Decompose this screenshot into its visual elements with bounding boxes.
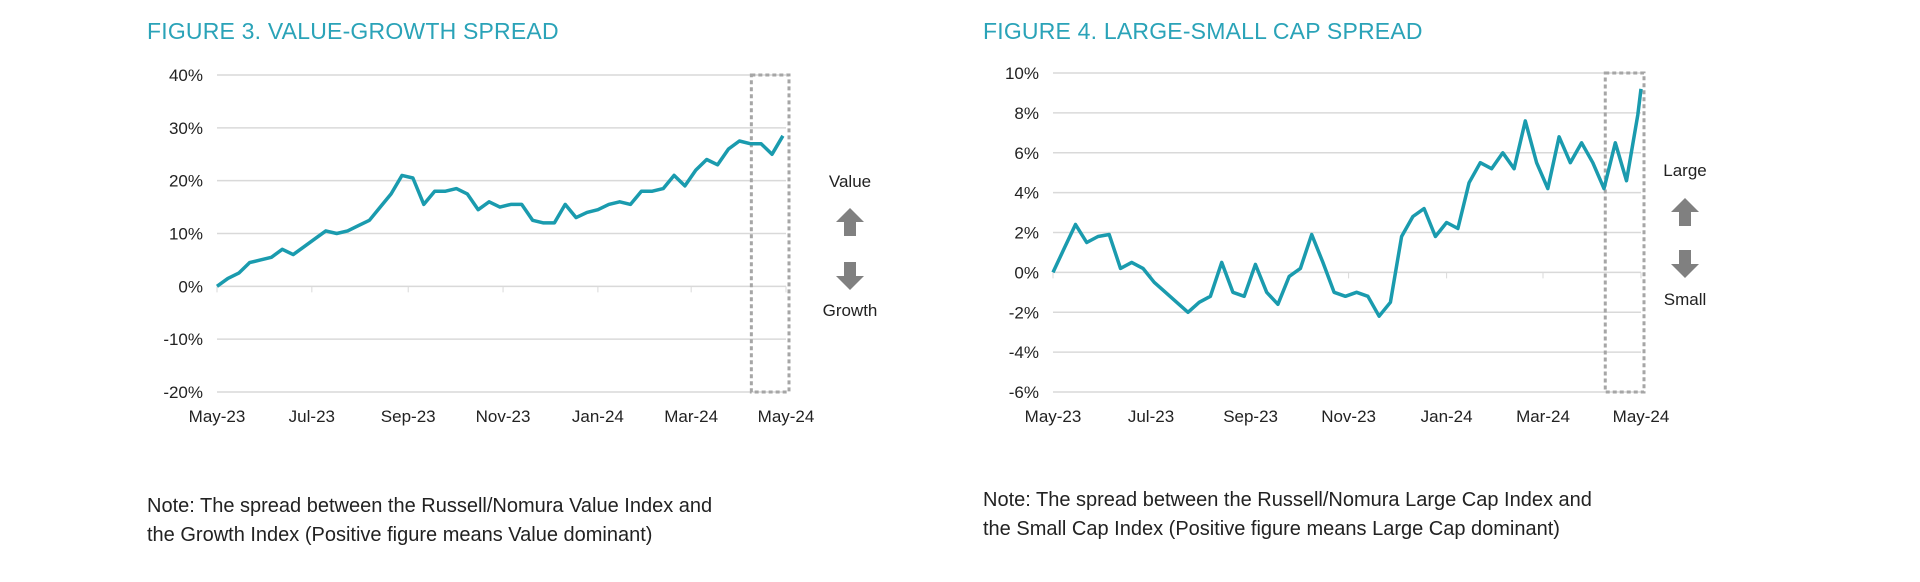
- x-tick-label: Jul-23: [289, 407, 335, 426]
- x-tick-label: Mar-24: [664, 407, 718, 426]
- figure-4-note: Note: The spread between the Russell/Nom…: [983, 486, 1592, 544]
- x-tick-label: May-24: [1613, 407, 1670, 426]
- up-label: Value: [829, 172, 871, 191]
- figure-3-note-line-2: the Growth Index (Positive figure means …: [147, 524, 653, 546]
- figure-4-chart: 10% 8% 6% 4% 2% 0% -2% -4% -6% May-23 Jul-23 Sep-23…: [1005, 64, 1707, 426]
- y-tick-label: 0%: [178, 277, 203, 296]
- highlight-box: [1603, 71, 1646, 394]
- arrow-up-icon: [1671, 198, 1699, 226]
- figure-3-title: FIGURE 3. VALUE-GROWTH SPREAD: [147, 18, 559, 44]
- figure-3-note-line-1: Note: The spread between the Russell/Nom…: [147, 495, 713, 517]
- y-tick-label: -6%: [1009, 383, 1039, 402]
- y-tick-label: 20%: [169, 172, 203, 191]
- x-tick-label: Sep-23: [1223, 407, 1278, 426]
- y-tick-label: 6%: [1014, 144, 1039, 163]
- y-tick-label: -2%: [1009, 303, 1039, 322]
- x-tick-label: Nov-23: [1321, 407, 1376, 426]
- series-line: [1051, 88, 1643, 318]
- x-tick-label: Mar-24: [1516, 407, 1570, 426]
- y-tick-label: -20%: [163, 383, 203, 402]
- figure-4-note-line-2: the Small Cap Index (Positive figure mea…: [983, 518, 1560, 540]
- y-tick-label: 40%: [169, 66, 203, 85]
- highlight-box: [749, 73, 791, 394]
- arrow-up-icon: [836, 208, 864, 236]
- x-tick-label: May-24: [758, 407, 815, 426]
- y-tick-label: 4%: [1014, 184, 1039, 203]
- figure-4-note-line-1: Note: The spread between the Russell/Nom…: [983, 489, 1592, 511]
- y-tick-label: -10%: [163, 330, 203, 349]
- y-tick-label: -4%: [1009, 343, 1039, 362]
- x-tick-label: Nov-23: [476, 407, 531, 426]
- y-tick-label: 10%: [169, 225, 203, 244]
- x-tick-label: Sep-23: [381, 407, 436, 426]
- figure-4-title: FIGURE 4. LARGE-SMALL CAP SPREAD: [983, 18, 1423, 44]
- y-tick-label: 10%: [1005, 64, 1039, 83]
- series-line: [215, 134, 785, 288]
- x-tick-label: Jan-24: [1421, 407, 1473, 426]
- y-tick-label: 8%: [1014, 104, 1039, 123]
- arrow-down-icon: [1671, 250, 1699, 278]
- figure-3-note: Note: The spread between the Russell/Nom…: [147, 492, 712, 550]
- x-tick-label: May-23: [189, 407, 246, 426]
- x-tick-label: May-23: [1025, 407, 1082, 426]
- down-label: Small: [1664, 290, 1707, 309]
- y-tick-label: 2%: [1014, 224, 1039, 243]
- arrow-down-icon: [836, 262, 864, 290]
- y-tick-label: 0%: [1014, 263, 1039, 282]
- x-tick-label: Jul-23: [1128, 407, 1174, 426]
- down-label: Growth: [823, 301, 878, 320]
- y-tick-label: 30%: [169, 119, 203, 138]
- up-label: Large: [1663, 161, 1706, 180]
- figure-3-chart: 40% 30% 20% 10% 0% -10% -20% May-23 Jul-23 Sep-23…: [163, 66, 877, 426]
- x-tick-label: Jan-24: [572, 407, 624, 426]
